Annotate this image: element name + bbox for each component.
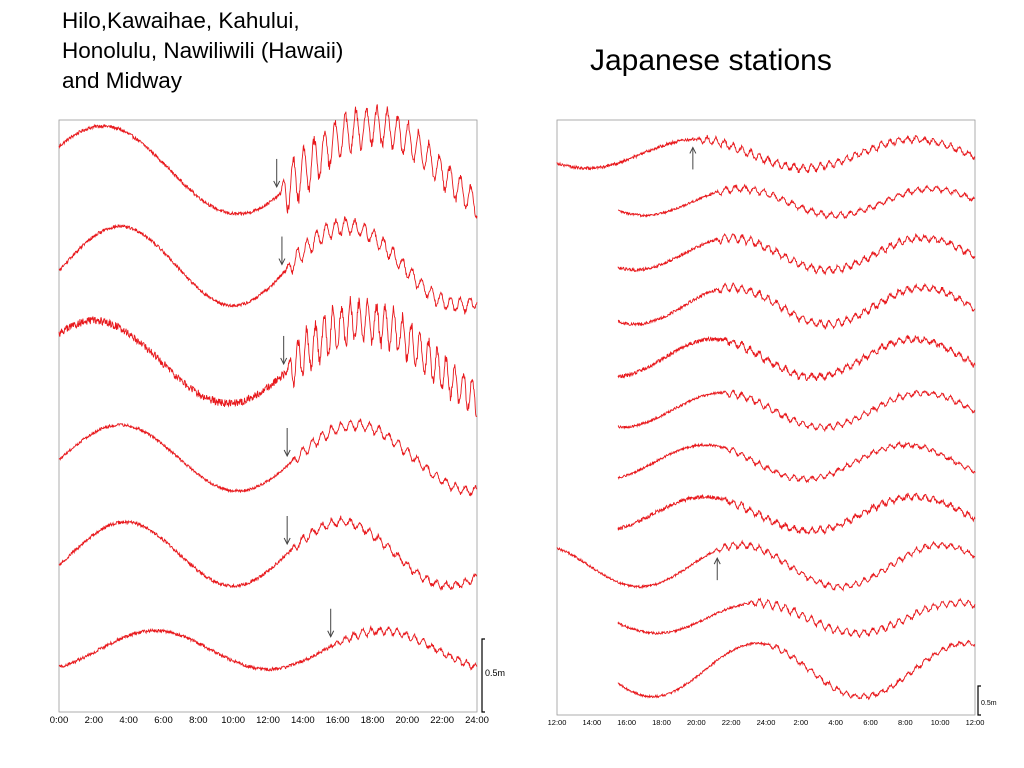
japan-x-tick-label: 6:00	[863, 718, 878, 727]
japan-series-4	[617, 282, 976, 331]
hawaii-frame	[58, 119, 478, 713]
japan-arrival-arrowhead-1	[689, 146, 697, 154]
hawaii-x-tick-label: 22:00	[430, 715, 454, 726]
hawaii-series-5	[58, 515, 478, 592]
japan-x-tick-label: 22:00	[722, 718, 741, 727]
hawaii-x-tick-label: 2:00	[85, 715, 104, 726]
hawaii-series-6	[58, 624, 478, 672]
hawaii-arrival-arrowhead-1	[273, 180, 281, 189]
japan-x-tick-label: 4:00	[828, 718, 843, 727]
hawaii-arrival-arrowhead-4	[283, 449, 291, 458]
title-japanese-stations: Japanese stations	[590, 44, 832, 77]
japan-x-tick-label: 8:00	[898, 718, 913, 727]
japan-series-7	[617, 440, 976, 484]
japan-x-tick-label: 24:00	[757, 718, 776, 727]
japan-panel: 12:00 14:00 16:00 18:00 20:00 22:00 24:00 2:00 4…	[548, 119, 997, 727]
japan-series-11	[617, 639, 976, 701]
hawaii-arrival-arrowhead-2	[278, 258, 286, 266]
title-hawaii-line-3: and Midway	[62, 68, 183, 93]
hawaii-x-tick-label: 10:00	[221, 715, 245, 726]
hawaii-panel: 0:00 2:00 4:00 6:00 8:00 10:00 12:00 14:00 16:00…	[50, 104, 505, 726]
hawaii-x-tick-label: 4:00	[119, 715, 138, 726]
japan-x-tick-label: 2:00	[794, 718, 809, 727]
japan-series-6	[617, 389, 976, 433]
japan-scale-bar-label: 0.5m	[981, 700, 997, 707]
hawaii-x-tick-label: 20:00	[395, 715, 419, 726]
japan-arrival-arrowhead-9	[713, 557, 721, 565]
hawaii-x-tick-label: 6:00	[154, 715, 173, 726]
title-hawaii-line-2: Honolulu, Nawiliwili (Hawaii)	[62, 38, 344, 63]
japan-frame	[556, 119, 976, 716]
japan-series-3	[617, 232, 976, 276]
japan-x-tick-label: 12:00	[548, 718, 567, 727]
hawaii-series-1	[58, 104, 478, 219]
japan-scale-bar	[977, 685, 981, 716]
hawaii-x-tick-label: 16:00	[326, 715, 350, 726]
hawaii-x-tick-label: 8:00	[189, 715, 208, 726]
title-hawaii-line-1: Hilo,Kawaihae, Kahului,	[62, 8, 300, 33]
japan-x-tick-label: 18:00	[652, 718, 671, 727]
japan-x-tick-label: 14:00	[582, 718, 601, 727]
hawaii-x-tick-label: 14:00	[291, 715, 315, 726]
hawaii-x-tick-label: 0:00	[50, 715, 69, 726]
hawaii-x-tick-label: 24:00	[465, 715, 489, 726]
hawaii-x-tick-label: 18:00	[361, 715, 385, 726]
hawaii-arrival-arrowhead-3	[280, 357, 288, 366]
japan-series-5	[617, 334, 976, 382]
japan-series-2	[618, 183, 976, 220]
japan-series-1	[556, 134, 976, 174]
hawaii-arrival-arrowhead-5	[283, 537, 291, 546]
hawaii-x-tick-label: 12:00	[256, 715, 280, 726]
hawaii-scale-bar-label: 0.5m	[485, 668, 505, 678]
japan-x-tick-label: 12:00	[966, 718, 985, 727]
japan-x-tick-label: 10:00	[931, 718, 950, 727]
japan-series-9	[556, 539, 976, 592]
hawaii-arrival-arrowhead-6	[327, 630, 335, 638]
hawaii-series-2	[58, 216, 478, 315]
title-hawaii-stations: Hilo,Kawaihae, Kahului, Honolulu, Nawili…	[62, 6, 482, 96]
hawaii-series-4	[58, 418, 478, 497]
japan-series-8	[617, 492, 976, 536]
japan-x-tick-label: 16:00	[617, 718, 636, 727]
japan-x-tick-label: 20:00	[687, 718, 706, 727]
japan-series-10	[617, 597, 976, 638]
hawaii-scale-bar	[481, 638, 485, 713]
hawaii-series-3	[58, 295, 478, 418]
